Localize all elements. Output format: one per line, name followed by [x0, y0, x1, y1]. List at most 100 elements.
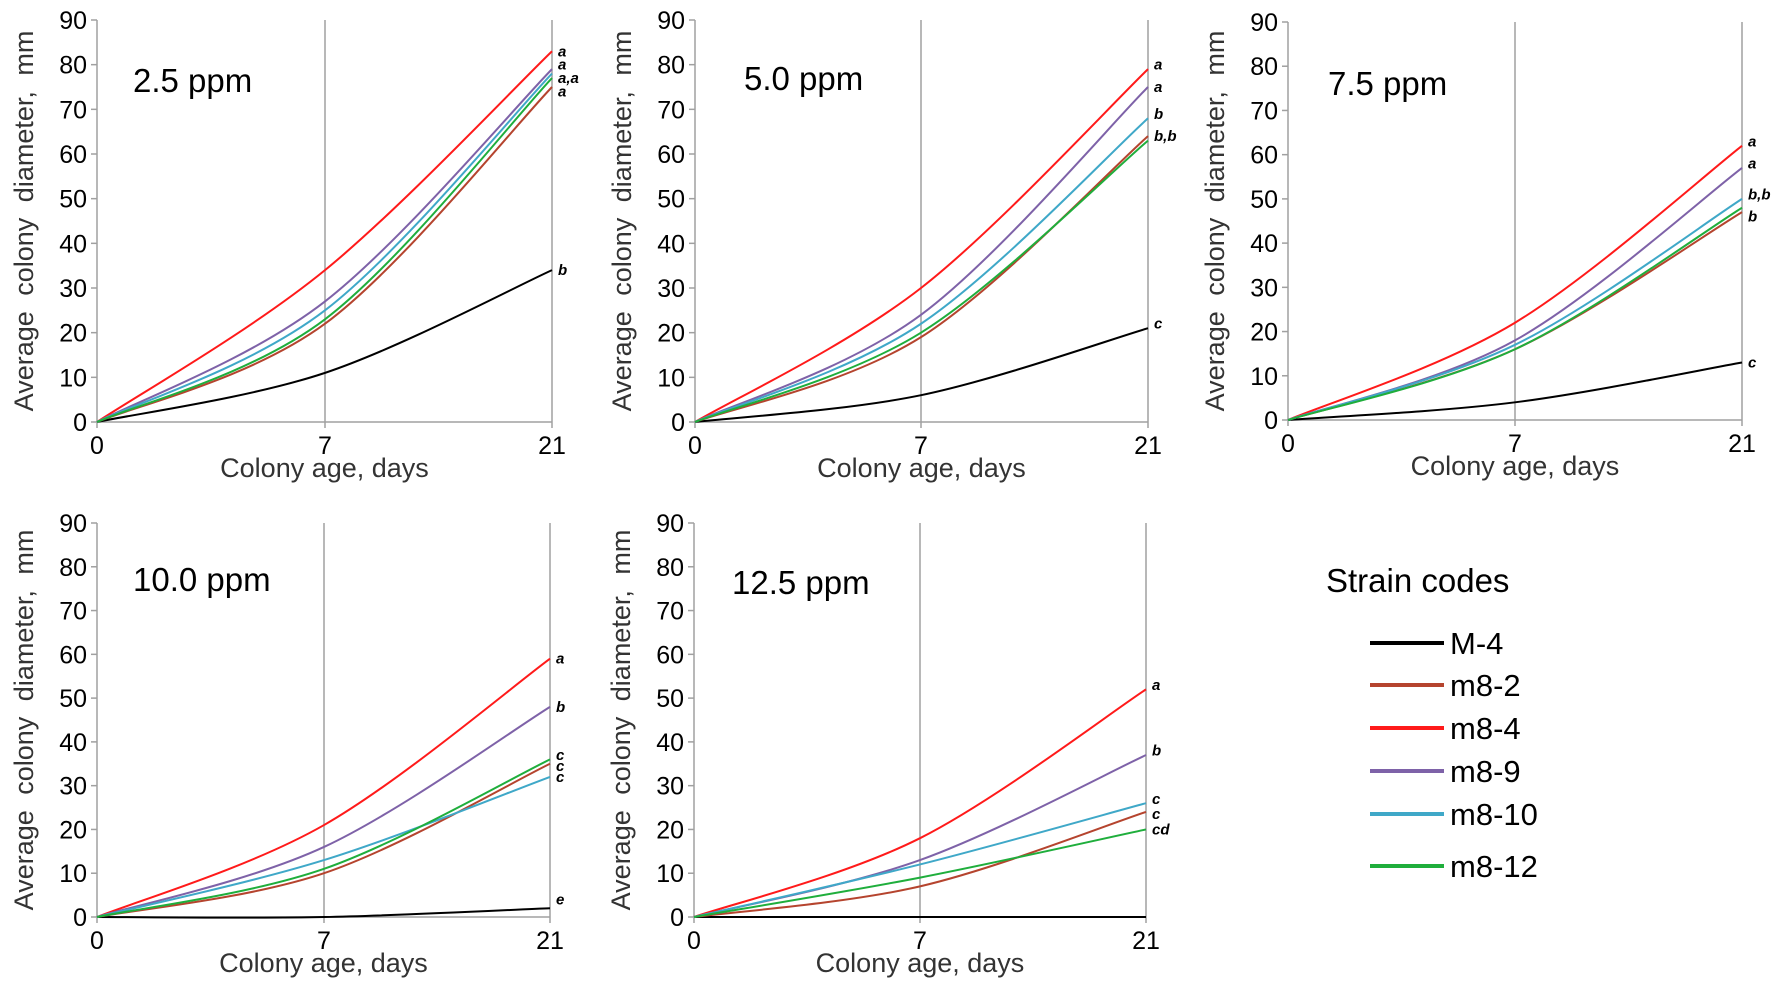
series-line-m8-10	[694, 117, 1149, 423]
series-line-m8-10	[96, 775, 551, 918]
series-line-m8-2	[96, 762, 551, 918]
significance-label: a	[1154, 79, 1162, 96]
y-tick-label: 70	[1250, 97, 1278, 125]
significance-label: a	[558, 57, 566, 74]
legend-label: M-4	[1450, 626, 1503, 661]
y-axis-title: Average colony diameter, mm	[9, 31, 39, 412]
y-tick-label: 0	[671, 409, 685, 437]
x-axis-title: Colony age, days	[219, 948, 428, 978]
chart-panel-5: 0 10 20 30 40 50 60 70 80 90 0 7 21 Colony age, days A…	[606, 510, 1170, 978]
x-tick-label: 21	[1132, 927, 1160, 955]
legend-item-m8-10: m8-10	[1370, 797, 1538, 832]
x-tick-label: 21	[536, 927, 564, 955]
y-tick-label: 0	[670, 904, 684, 932]
series-line-m8-4	[693, 688, 1147, 918]
y-axis-title: Average colony diameter, mm	[9, 530, 39, 911]
significance-label: c	[556, 769, 565, 786]
significance-label: a	[1748, 133, 1756, 150]
legend-item-m8-4: m8-4	[1370, 711, 1521, 746]
significance-label: c	[556, 758, 565, 775]
significance-label: a	[1152, 677, 1160, 694]
significance-label: cd	[1152, 821, 1170, 838]
legend-label: m8-9	[1450, 754, 1521, 789]
series-line-m8-12	[693, 828, 1147, 918]
y-tick-label: 90	[59, 7, 87, 35]
y-tick-label: 40	[656, 729, 684, 757]
significance-label: e	[556, 891, 564, 908]
y-tick-label: 70	[656, 598, 684, 626]
chart-panel-1: 0 10 20 30 40 50 60 70 80 90 0 7 21 Colony age, days A…	[9, 7, 579, 483]
series-line-m-4	[96, 907, 551, 919]
y-tick-label: 20	[59, 816, 87, 844]
significance-label: b	[558, 262, 567, 279]
series-line-m8-10	[96, 72, 553, 423]
x-tick-label: 7	[1508, 430, 1522, 458]
y-axis-title: Average colony diameter, mm	[607, 31, 637, 412]
significance-label: b	[556, 699, 565, 716]
series-line-m-4	[96, 269, 553, 423]
series-line-m8-2	[694, 135, 1149, 423]
legend-title: Strain codes	[1326, 562, 1509, 599]
x-axis-title: Colony age, days	[816, 948, 1025, 978]
series-line-m8-4	[694, 68, 1149, 423]
legend-label: m8-4	[1450, 711, 1521, 746]
x-tick-label: 7	[318, 432, 332, 460]
x-tick-label: 21	[1728, 430, 1756, 458]
y-tick-label: 40	[1250, 230, 1278, 258]
y-tick-label: 60	[657, 141, 685, 169]
y-tick-label: 0	[73, 904, 87, 932]
significance-label: b,b	[1748, 186, 1771, 203]
series-line-m8-4	[96, 657, 551, 918]
panel-title: 5.0 ppm	[744, 60, 863, 97]
panel-title: 2.5 ppm	[133, 62, 252, 99]
y-tick-label: 30	[1250, 274, 1278, 302]
panel-title: 7.5 ppm	[1328, 65, 1447, 102]
y-tick-label: 0	[1264, 407, 1278, 435]
x-tick-label: 0	[687, 927, 701, 955]
y-tick-label: 80	[59, 52, 87, 80]
y-tick-label: 50	[656, 685, 684, 713]
significance-label: a	[558, 43, 566, 60]
y-tick-label: 90	[656, 510, 684, 538]
x-axis-title: Colony age, days	[817, 453, 1026, 483]
y-tick-label: 20	[1250, 319, 1278, 347]
significance-label: a	[556, 651, 564, 668]
series-line-m-4	[694, 327, 1149, 423]
significance-label: b,b	[1154, 128, 1177, 145]
series-line-m8-10	[1287, 198, 1743, 421]
y-tick-label: 30	[657, 275, 685, 303]
series-line-m8-2	[693, 810, 1147, 918]
significance-label: c	[1152, 806, 1161, 823]
y-tick-label: 70	[657, 96, 685, 124]
y-tick-label: 60	[1250, 142, 1278, 170]
y-tick-label: 30	[59, 275, 87, 303]
x-tick-label: 21	[538, 432, 566, 460]
significance-label: a	[1154, 57, 1162, 74]
y-tick-label: 90	[657, 7, 685, 35]
significance-label: c	[1154, 316, 1163, 333]
y-tick-label: 50	[59, 685, 87, 713]
y-tick-label: 60	[59, 641, 87, 669]
x-tick-label: 7	[913, 927, 927, 955]
y-tick-label: 10	[59, 364, 87, 392]
series-line-m8-12	[96, 758, 551, 918]
y-tick-label: 80	[1250, 53, 1278, 81]
legend-item-m8-9: m8-9	[1370, 754, 1521, 789]
y-tick-label: 50	[1250, 186, 1278, 214]
y-tick-label: 40	[59, 230, 87, 258]
chart-panel-4: 0 10 20 30 40 50 60 70 80 90 0 7 21 Colony age, days A…	[9, 510, 565, 978]
x-tick-label: 0	[90, 432, 104, 460]
series-line-m8-10	[693, 802, 1147, 918]
significance-label: b	[1748, 209, 1757, 226]
x-tick-label: 21	[1134, 432, 1162, 460]
y-axis-title: Average colony diameter, mm	[606, 530, 636, 911]
x-axis-title: Colony age, days	[1411, 451, 1620, 481]
y-tick-label: 30	[59, 773, 87, 801]
y-tick-label: 70	[59, 96, 87, 124]
series-line-m8-12	[96, 77, 553, 423]
series-line-m8-9	[694, 86, 1149, 423]
legend: Strain codes M-4 m8-2 m8-4 m8-9 m8-10 m8-12	[1326, 562, 1538, 884]
y-tick-label: 40	[657, 230, 685, 258]
x-tick-label: 7	[317, 927, 331, 955]
